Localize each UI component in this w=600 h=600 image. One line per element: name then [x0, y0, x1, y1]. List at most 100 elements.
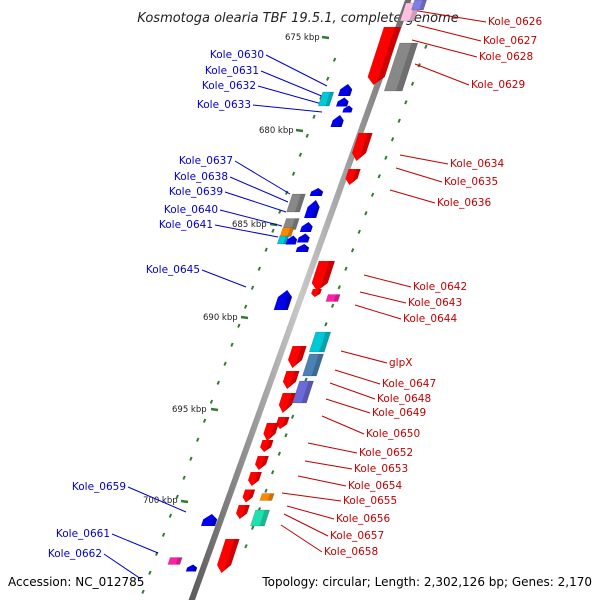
tick-mark-left-15 — [230, 342, 234, 347]
gene-label-left-7[interactable]: Kole_0640 — [164, 204, 218, 216]
gene-label-left-8[interactable]: Kole_0641 — [159, 219, 213, 231]
gene-feature-kole-0630[interactable] — [338, 84, 354, 96]
kbp-label-695: 695 kbp — [172, 405, 207, 415]
leader-line-right-21 — [280, 524, 323, 553]
gene-label-left-6[interactable]: Kole_0639 — [169, 186, 223, 198]
leader-line-right-14 — [321, 415, 365, 435]
gene-label-left-12[interactable]: Kole_0662 — [48, 548, 102, 560]
tick-mark-left-24 — [168, 513, 173, 518]
tick-mark-right-26 — [251, 525, 255, 530]
gene-feature-reverse-b[interactable] — [299, 222, 314, 232]
gene-feature-glpx[interactable] — [308, 331, 332, 353]
gene-label-right-17[interactable]: Kole_0654 — [348, 480, 402, 492]
gene-feature-kole-0641[interactable] — [279, 227, 295, 237]
gene-label-left-1[interactable]: Kole_0631 — [205, 65, 259, 77]
gene-feature-kole-0629[interactable] — [383, 42, 419, 92]
gene-feature-kole-0657[interactable] — [250, 509, 270, 527]
gene-label-left-2[interactable]: Kole_0632 — [202, 80, 256, 92]
gene-label-right-1[interactable]: Kole_0627 — [483, 35, 537, 47]
gene-label-right-11[interactable]: Kole_0647 — [382, 378, 436, 390]
leader-line-left-11 — [111, 533, 159, 554]
gene-label-right-19[interactable]: Kole_0656 — [336, 513, 390, 525]
gene-label-right-14[interactable]: Kole_0650 — [366, 428, 420, 440]
leader-line-right-13 — [325, 398, 371, 414]
gene-feature-kole-0638[interactable] — [286, 193, 306, 213]
gene-feature-kole-0659[interactable] — [201, 514, 219, 526]
gene-feature-kole-0650[interactable] — [261, 423, 279, 441]
gene-label-right-5[interactable]: Kole_0635 — [444, 176, 498, 188]
gene-feature-kole-0662[interactable] — [185, 564, 198, 572]
gene-label-left-10[interactable]: Kole_0659 — [72, 481, 126, 493]
gene-feature-kole-0634[interactable] — [349, 133, 373, 161]
gene-feature-kole-0649[interactable] — [292, 380, 314, 404]
gene-feature-red-small-a[interactable] — [310, 289, 322, 297]
gene-label-left-3[interactable]: Kole_0633 — [197, 99, 251, 111]
gene-feature-kole-0654[interactable] — [246, 472, 262, 486]
gene-label-right-2[interactable]: Kole_0628 — [479, 51, 533, 63]
tick-mark-right-7 — [377, 174, 381, 179]
gene-label-right-12[interactable]: Kole_0648 — [377, 393, 431, 405]
gene-feature-red-d[interactable] — [275, 417, 290, 429]
gene-feature-kole-0645[interactable] — [273, 290, 294, 310]
gene-feature-kole-0643[interactable] — [325, 294, 341, 302]
tick-mark-left-20 — [196, 437, 200, 442]
tick-mark-left-16 — [223, 361, 227, 366]
gene-feature-kole-0633[interactable] — [330, 115, 346, 127]
gene-label-right-21[interactable]: Kole_0658 — [324, 546, 378, 558]
tick-mark-left-1 — [326, 76, 330, 81]
tick-mark-left-0 — [332, 57, 337, 62]
gene-feature-kole-0655[interactable] — [259, 493, 275, 501]
gene-label-right-18[interactable]: Kole_0655 — [343, 495, 397, 507]
gene-feature-kole-0656[interactable] — [234, 505, 250, 519]
gene-label-right-6[interactable]: Kole_0636 — [437, 197, 491, 209]
gene-feature-reverse-a[interactable] — [342, 105, 353, 113]
gene-label-right-10[interactable]: glpX — [389, 357, 412, 369]
gene-label-right-0[interactable]: Kole_0626 — [488, 16, 542, 28]
gene-label-right-9[interactable]: Kole_0644 — [403, 313, 457, 325]
gene-feature-kole-0661[interactable] — [167, 557, 183, 565]
gene-feature-red-c[interactable] — [276, 393, 296, 413]
gene-feature-kole-0642[interactable] — [309, 261, 335, 291]
gene-feature-kole-0647[interactable] — [285, 346, 307, 368]
gene-label-right-20[interactable]: Kole_0657 — [330, 530, 384, 542]
gene-feature-kole-0628[interactable] — [365, 27, 401, 85]
gene-label-left-4[interactable]: Kole_0637 — [179, 155, 233, 167]
leader-line-right-15 — [307, 442, 358, 454]
gene-feature-reverse-d[interactable] — [285, 235, 299, 245]
gene-label-left-5[interactable]: Kole_0638 — [174, 171, 228, 183]
gene-label-left-9[interactable]: Kole_0645 — [146, 264, 200, 276]
gene-feature-kole-0652[interactable] — [259, 440, 274, 452]
gene-feature-kole-0639[interactable] — [304, 200, 322, 218]
gene-feature-kole-0658[interactable] — [214, 539, 240, 573]
gene-label-right-7[interactable]: Kole_0642 — [413, 281, 467, 293]
gene-label-right-4[interactable]: Kole_0634 — [450, 158, 504, 170]
gene-label-right-16[interactable]: Kole_0653 — [354, 463, 408, 475]
gene-feature-red-e[interactable] — [241, 489, 256, 503]
gene-label-left-11[interactable]: Kole_0661 — [56, 528, 110, 540]
gene-feature-kole-0653[interactable] — [253, 456, 269, 470]
gene-feature-red-b[interactable] — [281, 371, 300, 389]
gene-feature-lavender-top[interactable] — [411, 0, 427, 11]
tick-mark-left-27 — [148, 570, 152, 575]
tick-mark-right-8 — [370, 192, 375, 197]
tick-mark-right-3 — [404, 100, 408, 105]
gene-feature-cyan-b[interactable] — [276, 235, 290, 245]
gene-feature-kole-0637[interactable] — [309, 188, 325, 196]
gene-labels: Kole_0630 Kole_0631 Kole_0632 Kole_0633 Kole… — [48, 16, 543, 560]
kbp-dash-1 — [295, 128, 304, 133]
kbp-dash-3 — [240, 315, 249, 320]
tick-mark-right-4 — [397, 118, 401, 123]
kbp-dash-4 — [210, 407, 219, 412]
gene-label-right-13[interactable]: Kole_0649 — [372, 407, 426, 419]
leader-line-left-2 — [257, 85, 323, 105]
gene-feature-kole-0648[interactable] — [302, 353, 324, 377]
gene-label-right-15[interactable]: Kole_0652 — [359, 447, 413, 459]
gene-feature-kole-0631[interactable] — [336, 97, 350, 107]
gene-feature-kole-0636[interactable] — [343, 169, 361, 185]
gene-feature-reverse-e[interactable] — [295, 244, 311, 252]
gene-label-right-3[interactable]: Kole_0629 — [471, 79, 525, 91]
gene-feature-kole-0632[interactable] — [317, 91, 335, 107]
gene-label-right-8[interactable]: Kole_0643 — [408, 297, 462, 309]
gene-label-left-0[interactable]: Kole_0630 — [210, 49, 264, 61]
gene-feature-reverse-c[interactable] — [297, 233, 311, 243]
